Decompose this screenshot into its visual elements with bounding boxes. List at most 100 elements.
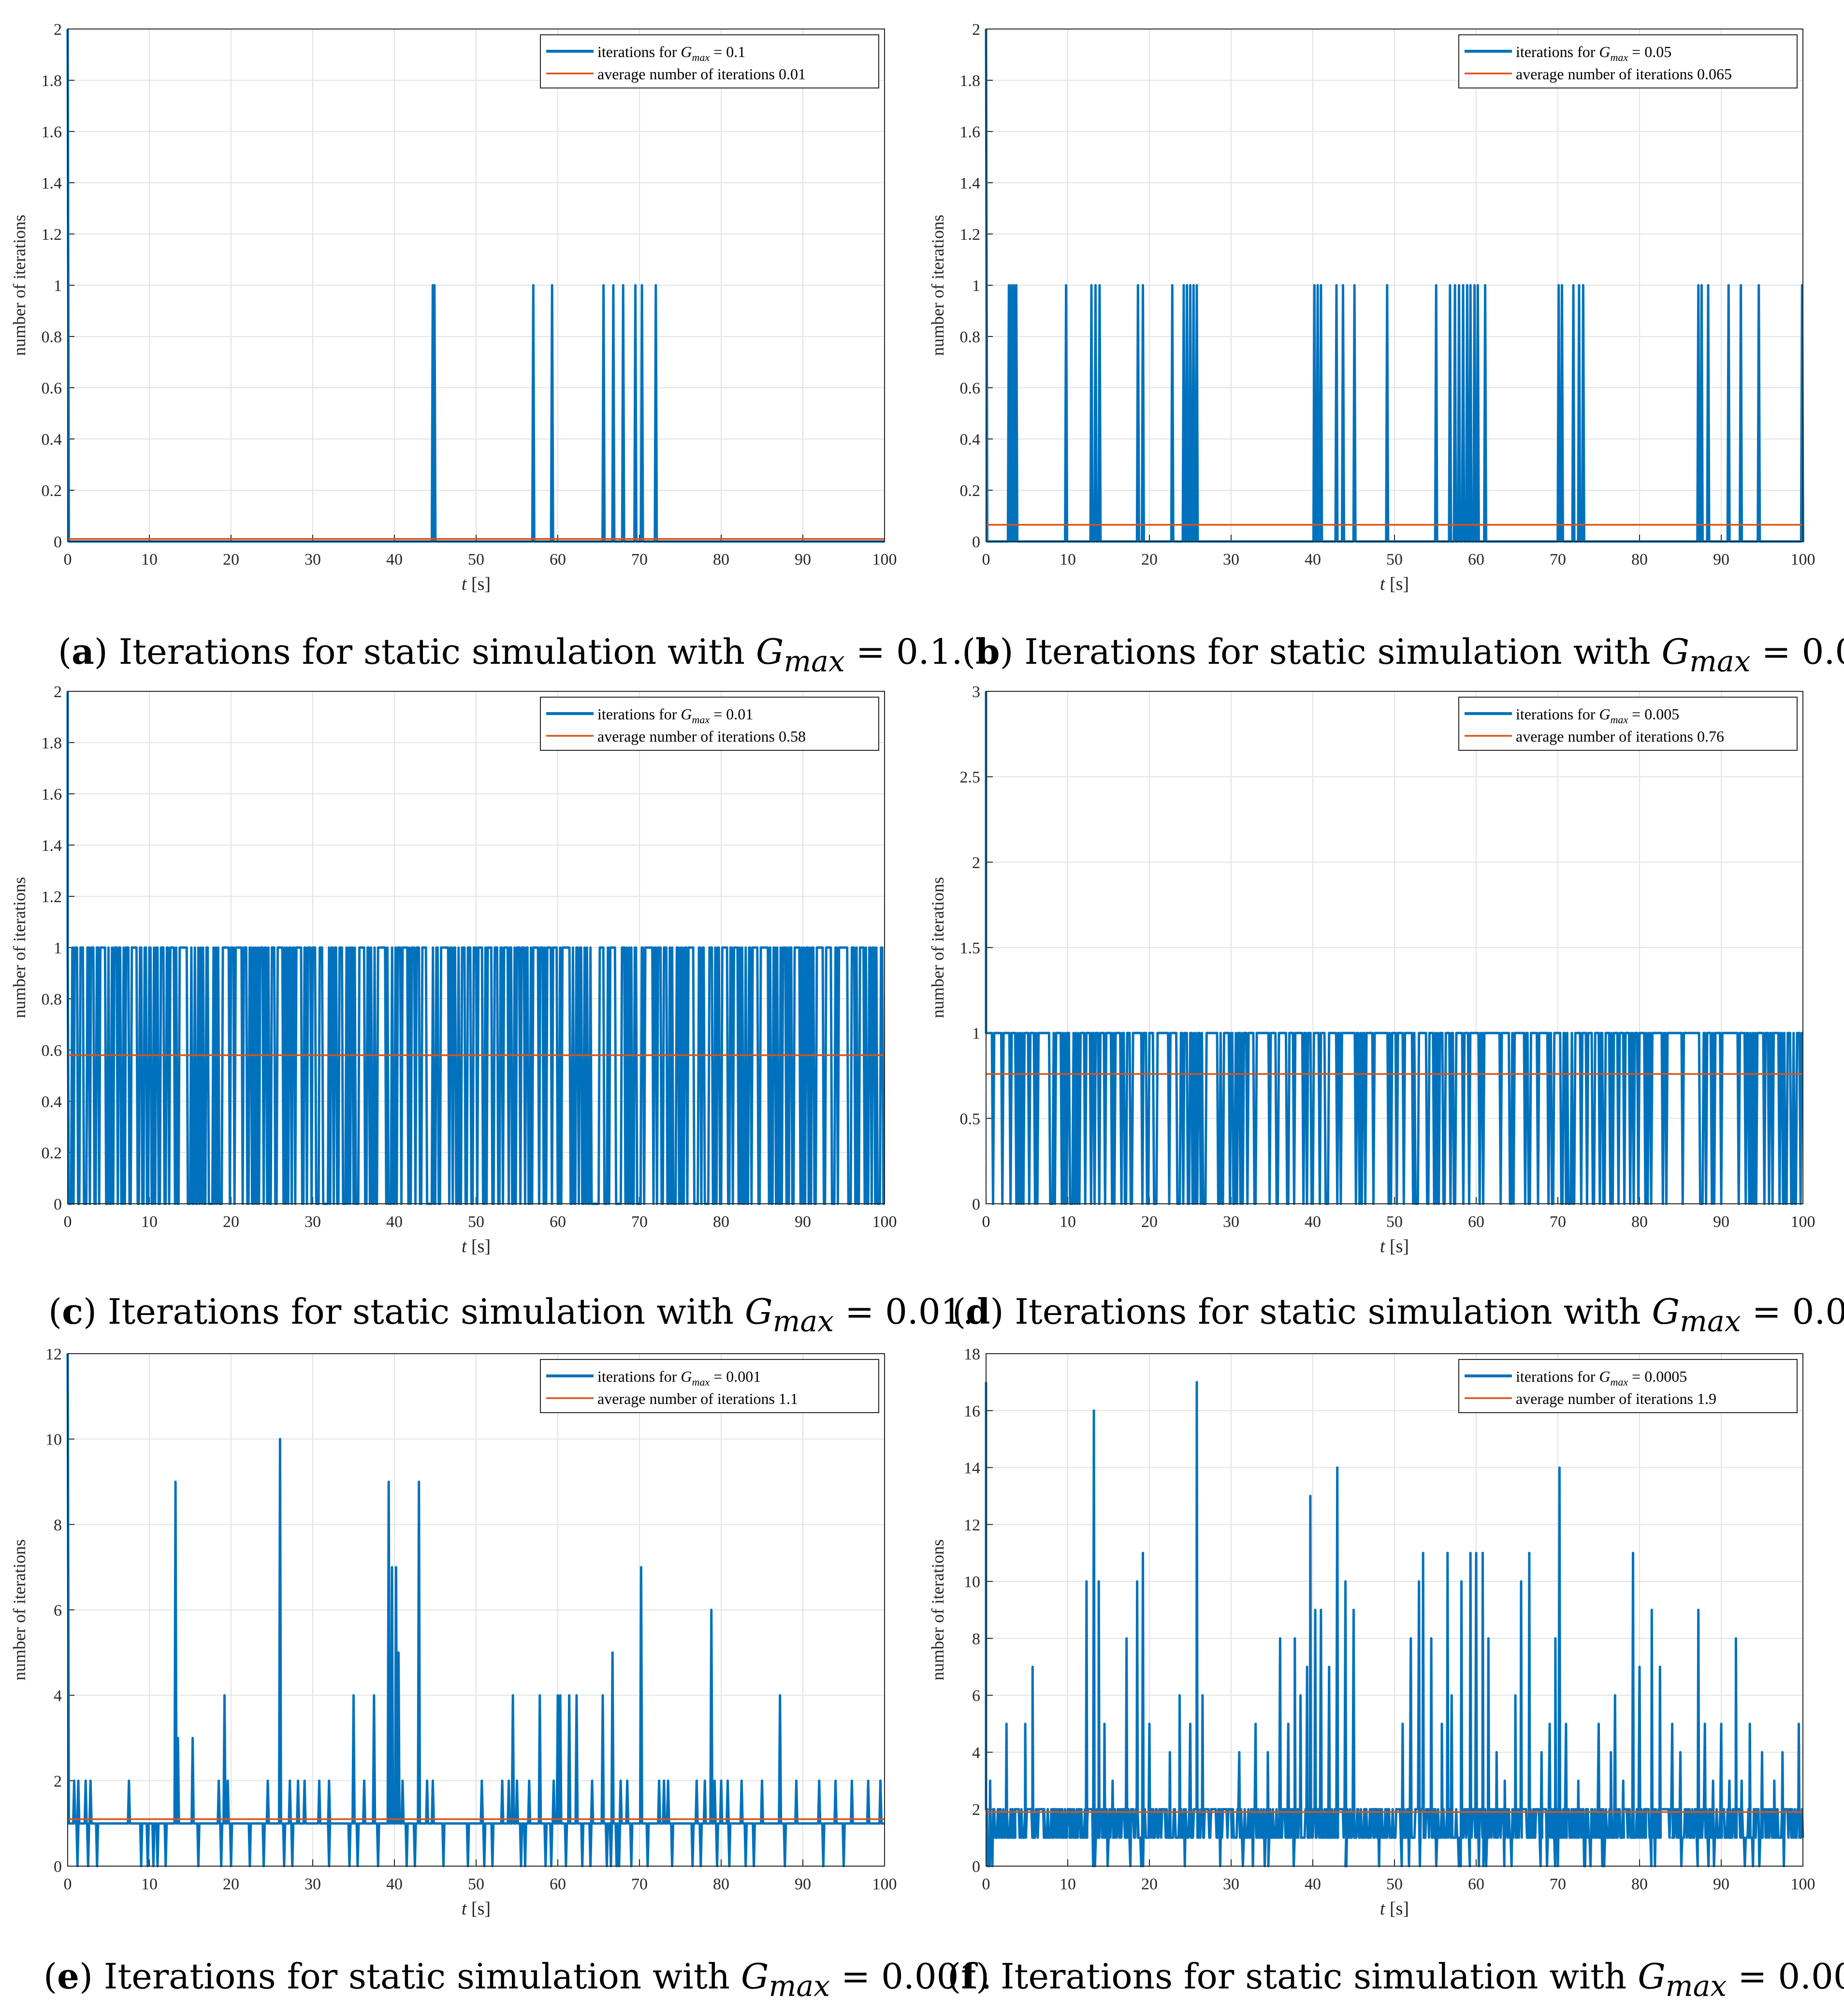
axes-box bbox=[986, 1353, 1803, 1867]
x-tick-label: 70 bbox=[631, 1875, 648, 1893]
panel-f: 0 10 20 30 40 50 60 70 80 90 100 0 2 4 6 8 10 12 14 16 18 num… bbox=[918, 1325, 1827, 1941]
series-line bbox=[66, 691, 885, 1205]
x-axis-label-unit: [s] bbox=[1390, 574, 1409, 594]
y-tick-label: 0 bbox=[972, 533, 980, 551]
legend-series-text: iterations for bbox=[1516, 1368, 1599, 1385]
y-tick-label: 1.2 bbox=[42, 888, 62, 906]
y-tick-label: 0.5 bbox=[960, 1110, 981, 1128]
x-tick-label: 60 bbox=[550, 1875, 566, 1893]
legend-series-text: iterations for bbox=[597, 43, 681, 60]
x-tick-label: 20 bbox=[223, 1875, 239, 1893]
x-tick-label: 0 bbox=[982, 1875, 990, 1893]
panel-e: 0 10 20 30 40 50 60 70 80 90 100 0 2 4 6 8 10 12 number of… bbox=[0, 1325, 909, 1941]
y-tick-label: 12 bbox=[964, 1516, 980, 1534]
x-tick-label: 60 bbox=[550, 1213, 566, 1231]
legend-series-value: = 0.001 bbox=[710, 1368, 761, 1385]
legend-average-label: average number of iterations 1.9 bbox=[1516, 1390, 1716, 1407]
y-tick-label: 0.8 bbox=[42, 328, 62, 346]
y-tick-label: 4 bbox=[972, 1744, 980, 1762]
x-tick-label: 60 bbox=[1468, 551, 1484, 569]
x-axis-label: t [s] bbox=[1380, 1236, 1409, 1256]
y-tick-label: 1.8 bbox=[960, 72, 981, 90]
x-tick-label: 90 bbox=[1713, 1213, 1729, 1231]
legend-series-sub: max bbox=[1611, 1376, 1628, 1388]
x-tick-label: 50 bbox=[468, 1875, 484, 1893]
axes-box bbox=[67, 691, 885, 1204]
y-tick-label: 1.5 bbox=[960, 939, 981, 957]
axes-box bbox=[67, 1353, 885, 1867]
x-tick-label: 100 bbox=[1791, 1875, 1815, 1893]
x-tick-label: 10 bbox=[141, 551, 158, 569]
chart-e: 0 10 20 30 40 50 60 70 80 90 100 0 2 4 6 8 10 12 number of… bbox=[10, 1345, 897, 1919]
y-tick-label: 0.2 bbox=[42, 1144, 62, 1162]
legend bbox=[1458, 1359, 1798, 1413]
chart-c: 0 10 20 30 40 50 60 70 80 90 100 0 0.2 0.4 0.6 0.8 1 1.2 1… bbox=[10, 683, 897, 1256]
legend-series-symbol: G bbox=[681, 1368, 692, 1385]
legend-series-sub: max bbox=[692, 714, 710, 726]
caption-b: (b) Iterations for static simulation wit… bbox=[962, 631, 1844, 679]
y-axis-label: number of iterations bbox=[928, 877, 947, 1018]
legend-series-text: iterations for bbox=[597, 1368, 681, 1385]
y-tick-label: 0.8 bbox=[42, 991, 62, 1008]
legend-series-sub: max bbox=[1611, 51, 1628, 63]
x-axis-label: t [s] bbox=[462, 1236, 491, 1256]
y-tick-label: 6 bbox=[972, 1687, 980, 1705]
legend-series-label: iterations for Gmax = 0.001 bbox=[597, 1368, 761, 1388]
legend bbox=[540, 697, 879, 751]
axes-box bbox=[986, 29, 1803, 542]
y-tick-label: 1.6 bbox=[42, 123, 62, 141]
legend-series-label: iterations for Gmax = 0.1 bbox=[597, 43, 745, 63]
y-tick-label: 0 bbox=[972, 1858, 980, 1876]
x-tick-label: 100 bbox=[872, 551, 897, 569]
y-tick-label: 0.4 bbox=[42, 431, 62, 449]
x-tick-label: 40 bbox=[1305, 1213, 1321, 1231]
y-axis-label: number of iterations bbox=[928, 1539, 947, 1680]
y-tick-label: 2 bbox=[54, 21, 62, 39]
x-tick-label: 70 bbox=[631, 1213, 648, 1231]
x-tick-label: 70 bbox=[1550, 551, 1566, 569]
y-tick-label: 8 bbox=[54, 1516, 62, 1534]
y-tick-label: 0 bbox=[54, 1196, 62, 1213]
legend-series-text: iterations for bbox=[1516, 43, 1599, 60]
x-tick-label: 50 bbox=[468, 1213, 484, 1231]
x-axis-label-unit: [s] bbox=[471, 1899, 491, 1919]
y-tick-label: 0.4 bbox=[960, 431, 981, 449]
caption-f: (f) Iterations for static simulation wit… bbox=[947, 1956, 1844, 2003]
legend-series-sub: max bbox=[692, 1376, 710, 1388]
y-tick-label: 1.8 bbox=[42, 72, 62, 90]
y-tick-label: 1 bbox=[54, 277, 62, 295]
legend-series-value: = 0.01 bbox=[710, 705, 753, 723]
x-tick-label: 0 bbox=[64, 1875, 72, 1893]
x-tick-label: 0 bbox=[64, 551, 72, 569]
caption-d: (d) Iterations for static simulation wit… bbox=[952, 1291, 1844, 1339]
x-tick-label: 100 bbox=[872, 1875, 897, 1893]
y-tick-label: 3 bbox=[972, 683, 980, 701]
x-tick-label: 20 bbox=[1141, 551, 1158, 569]
y-tick-label: 0 bbox=[54, 533, 62, 551]
y-tick-label: 2.5 bbox=[960, 769, 981, 787]
panel-c: 0 10 20 30 40 50 60 70 80 90 100 0 0.2 0.4 0.6 0.8 1 1.2 1… bbox=[0, 662, 909, 1278]
y-tick-label: 2 bbox=[972, 1801, 980, 1819]
x-axis-label: t [s] bbox=[1380, 1899, 1409, 1919]
x-tick-label: 40 bbox=[386, 1875, 403, 1893]
x-tick-label: 70 bbox=[1550, 1213, 1566, 1231]
x-tick-label: 80 bbox=[713, 1213, 729, 1231]
legend-series-value: = 0.05 bbox=[1628, 43, 1671, 60]
x-axis-label-unit: [s] bbox=[1390, 1899, 1409, 1919]
legend-series-value: = 0.005 bbox=[1628, 705, 1679, 723]
x-tick-label: 80 bbox=[713, 551, 729, 569]
x-tick-label: 100 bbox=[1791, 1213, 1815, 1231]
x-axis-label-unit: [s] bbox=[471, 1236, 491, 1256]
legend-series-value: = 0.0005 bbox=[1628, 1368, 1687, 1385]
x-axis-label-t: t bbox=[462, 1899, 471, 1919]
legend-series-text: iterations for bbox=[597, 705, 681, 723]
x-tick-label: 100 bbox=[872, 1213, 897, 1231]
x-tick-label: 30 bbox=[305, 1213, 321, 1231]
legend-series-label: iterations for Gmax = 0.01 bbox=[597, 705, 753, 726]
x-axis-label: t [s] bbox=[462, 1899, 491, 1919]
y-tick-label: 16 bbox=[964, 1402, 980, 1420]
legend-series-label: iterations for Gmax = 0.05 bbox=[1516, 43, 1671, 63]
y-axis-label: number of iterations bbox=[10, 215, 29, 356]
x-tick-label: 40 bbox=[386, 1213, 403, 1231]
x-tick-label: 0 bbox=[982, 1213, 990, 1231]
